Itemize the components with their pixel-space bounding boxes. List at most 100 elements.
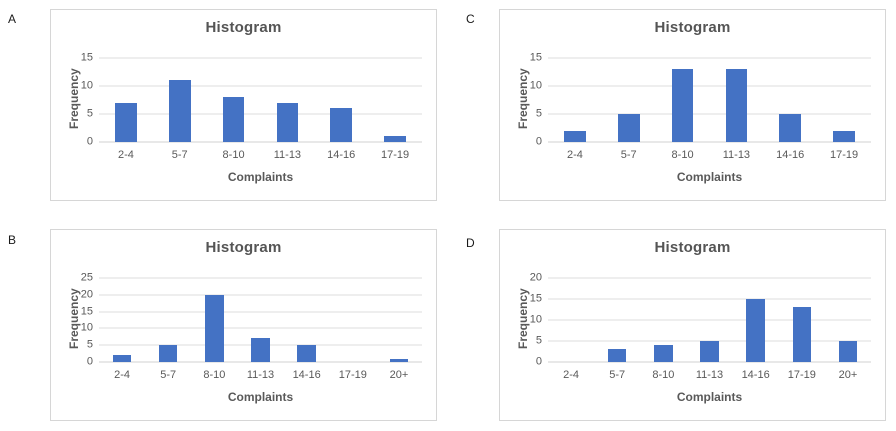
gridline — [99, 277, 422, 279]
x-tick-label: 5-7 — [171, 149, 188, 161]
bar-17-19 — [833, 130, 855, 142]
bar-17-19 — [792, 307, 811, 362]
bar-8-10 — [671, 69, 694, 142]
x-tick-label: 17-19 — [787, 369, 816, 381]
gridline — [548, 277, 871, 279]
bar-cell — [640, 278, 686, 362]
y-axis-ticks: 0 5 10 15 — [500, 52, 542, 147]
y-tick-label: 15 — [529, 292, 542, 305]
bar-11-13 — [725, 69, 748, 142]
bar-11-13 — [700, 341, 719, 362]
x-tick-label: 14-16 — [776, 149, 805, 161]
bar-cell — [594, 278, 640, 362]
chart-label-d: D — [466, 236, 475, 250]
y-tick-label: 5 — [535, 107, 542, 120]
y-axis-ticks: 0 5 10 15 — [51, 52, 93, 147]
y-tick-label: 5 — [86, 338, 93, 351]
bar-cell — [314, 58, 368, 142]
bar-cell — [99, 58, 153, 142]
gridline — [548, 319, 871, 321]
bar-20+ — [389, 358, 409, 362]
bar-14-16 — [297, 345, 316, 362]
chart-title: Histogram — [205, 19, 282, 36]
x-axis-title: Complaints — [227, 390, 294, 404]
x-tick-label: 5-7 — [620, 149, 637, 161]
y-tick-label: 5 — [86, 107, 93, 120]
chart-panel-b: Histogram Frequency 0 5 10 15 20 25 2-4 5-7 8-1… — [50, 229, 437, 421]
x-tick-label: 14-16 — [741, 369, 770, 381]
x-tick-label: 17-19 — [829, 149, 859, 161]
bar-8-10 — [205, 294, 224, 362]
bar-cell — [191, 278, 237, 362]
x-tick-label: 11-13 — [695, 369, 724, 381]
chart-title: Histogram — [654, 239, 731, 256]
x-tick-label: 8-10 — [652, 369, 675, 381]
x-axis-ticks: 2-4 5-7 8-10 11-13 14-16 17-19 — [548, 148, 871, 162]
bar-cell — [376, 278, 422, 362]
x-tick-label: 20+ — [838, 369, 858, 381]
gridline — [548, 57, 871, 59]
gridline — [99, 113, 422, 115]
bar-14-16 — [330, 108, 352, 142]
bar-cell — [330, 278, 376, 362]
y-axis-ticks: 0 5 10 15 20 — [500, 272, 542, 367]
y-tick-label: 15 — [80, 51, 93, 64]
gridline — [548, 298, 871, 300]
y-tick-label: 0 — [535, 135, 542, 148]
x-axis-ticks: 2-4 5-7 8-10 11-13 14-16 17-19 20+ — [548, 368, 871, 382]
bar-cell — [709, 58, 763, 142]
bar-2-4 — [115, 102, 137, 142]
chart-title: Histogram — [654, 19, 731, 36]
y-tick-label: 10 — [529, 79, 542, 92]
bar-cell — [825, 278, 871, 362]
y-tick-label: 25 — [80, 271, 93, 284]
bar-cell — [207, 58, 261, 142]
x-tick-label: 17-19 — [380, 149, 410, 161]
x-tick-label: 8-10 — [671, 149, 694, 161]
y-tick-label: 0 — [86, 135, 93, 148]
bar-series — [548, 58, 871, 142]
bar-cell — [145, 278, 191, 362]
bar-8-10 — [654, 345, 673, 362]
x-axis-line — [99, 141, 422, 143]
bar-2-4 — [112, 355, 132, 362]
gridline — [548, 113, 871, 115]
x-axis-title: Complaints — [227, 170, 294, 184]
x-axis-ticks: 2-4 5-7 8-10 11-13 14-16 17-19 20+ — [99, 368, 422, 382]
x-tick-label: 2-4 — [114, 369, 131, 381]
y-tick-label: 20 — [529, 271, 542, 284]
x-tick-label: 17-19 — [338, 369, 367, 381]
bar-cell — [368, 58, 422, 142]
y-tick-label: 10 — [80, 79, 93, 92]
bar-series — [548, 278, 871, 362]
bar-2-4 — [564, 130, 586, 142]
chart-panel-d: Histogram Frequency 0 5 10 15 20 2-4 5-7 8-10 1… — [499, 229, 886, 421]
x-tick-label: 14-16 — [292, 369, 321, 381]
x-tick-label: 5-7 — [160, 369, 177, 381]
x-tick-label: 20+ — [389, 369, 409, 381]
x-tick-label: 2-4 — [563, 369, 580, 381]
plot-area — [548, 57, 871, 143]
bar-cell — [817, 58, 871, 142]
bar-5-7 — [607, 349, 627, 362]
bar-cell — [733, 278, 779, 362]
x-tick-label: 14-16 — [327, 149, 356, 161]
x-tick-label: 11-13 — [722, 149, 751, 161]
x-tick-label: 11-13 — [273, 149, 302, 161]
gridline — [99, 85, 422, 87]
y-tick-label: 20 — [80, 288, 93, 301]
gridline — [99, 311, 422, 313]
bar-cell — [99, 278, 145, 362]
bar-series — [99, 58, 422, 142]
y-tick-label: 15 — [529, 51, 542, 64]
x-axis-ticks: 2-4 5-7 8-10 11-13 14-16 17-19 — [99, 148, 422, 162]
x-tick-label: 2-4 — [566, 149, 583, 161]
bar-cell — [548, 278, 594, 362]
gridline — [548, 85, 871, 87]
chart-panel-a: Histogram Frequency 0 5 10 15 2-4 5-7 8-10 11-… — [50, 9, 437, 201]
x-axis-title: Complaints — [676, 390, 743, 404]
bar-5-7 — [158, 345, 178, 362]
plot-area — [548, 277, 871, 363]
chart-label-a: A — [8, 12, 17, 26]
